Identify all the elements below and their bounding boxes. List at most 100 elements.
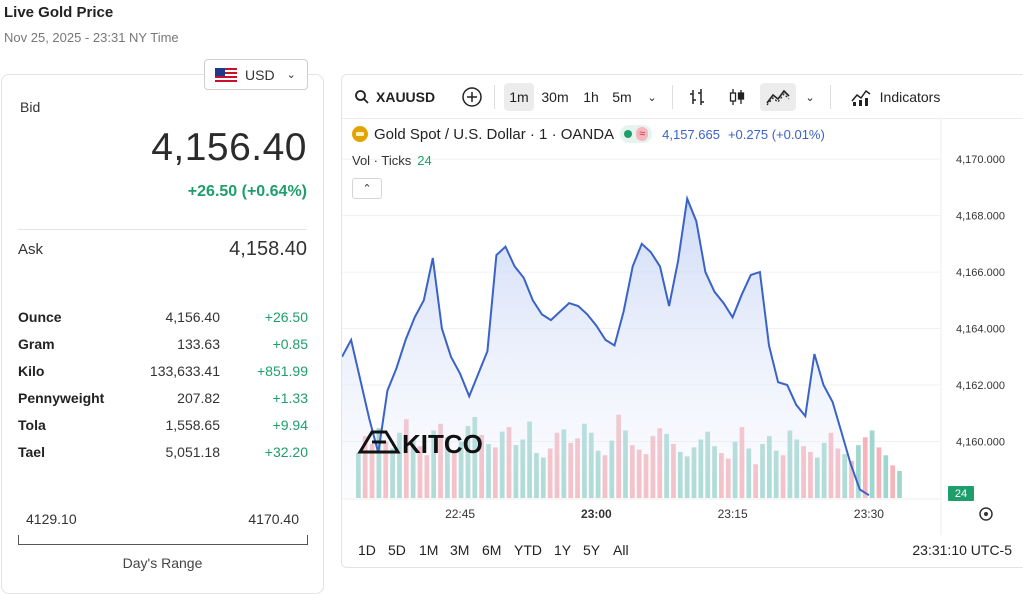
currency-select[interactable]: USD ⌄ <box>204 59 308 90</box>
range-5d[interactable]: 5D <box>388 542 406 558</box>
y-tick-label: 4,164.000 <box>956 324 1005 336</box>
unit-price: 133,633.41 <box>149 363 220 379</box>
wave-icon: ≈ <box>636 127 649 141</box>
volume-bar <box>876 447 882 498</box>
unit-name: Ounce <box>18 309 62 325</box>
day-range-label: Day's Range <box>122 555 203 571</box>
volume-bar <box>862 437 868 498</box>
table-row: Kilo 133,633.41 +851.99 <box>18 363 308 383</box>
unit-change: +9.94 <box>272 417 308 433</box>
toolbar-separator <box>672 85 673 109</box>
gold-bar-logo-icon <box>357 430 401 454</box>
bid-label: Bid <box>20 99 41 115</box>
range-3m[interactable]: 3M <box>450 542 470 558</box>
unit-price: 1,558.65 <box>165 417 221 433</box>
settings-gear-icon <box>979 507 993 521</box>
price-chart[interactable]: 4,170.000 4,168.000 4,166.000 4,164.000 4,16… <box>342 75 1023 568</box>
range-ytd[interactable]: YTD <box>514 542 542 558</box>
table-row: Tola 1,558.65 +9.94 <box>18 417 308 437</box>
y-tick-label: 4,168.000 <box>956 211 1005 223</box>
area-style-button[interactable] <box>760 83 796 111</box>
range-1m[interactable]: 1M <box>419 542 439 558</box>
interval-dropdown[interactable]: ⌄ <box>642 83 662 111</box>
range-6m[interactable]: 6M <box>482 542 502 558</box>
ask-label: Ask <box>18 241 44 258</box>
symbol-search-button[interactable]: XAUUSD <box>354 83 438 111</box>
unit-price: 207.82 <box>177 390 220 406</box>
compare-button[interactable] <box>458 83 486 111</box>
bid-price: 4,156.40 <box>151 126 307 169</box>
indicators-label: Indicators <box>879 89 941 105</box>
unit-price: 5,051.18 <box>165 444 221 460</box>
table-row: Tael 5,051.18 +32.20 <box>18 444 308 464</box>
symbol-label: XAUUSD <box>376 89 436 105</box>
candles-style-button[interactable] <box>722 83 752 111</box>
table-row: Pennyweight 207.82 +1.33 <box>18 390 308 410</box>
range-1y[interactable]: 1Y <box>554 542 572 558</box>
range-1d[interactable]: 1D <box>358 542 376 558</box>
search-icon <box>355 90 369 104</box>
status-dot-icon <box>624 130 633 138</box>
chevron-down-icon: ⌄ <box>805 91 815 104</box>
unit-change: +26.50 <box>264 309 308 325</box>
page-datetime: Nov 25, 2025 - 23:31 NY Time <box>4 30 179 45</box>
page-title: Live Gold Price <box>4 4 114 21</box>
unit-name: Tola <box>18 417 46 433</box>
indicators-icon <box>851 89 871 106</box>
bars-style-button[interactable] <box>682 83 712 111</box>
gold-bar-icon <box>352 126 368 142</box>
price-area <box>342 198 869 498</box>
volume-bar <box>890 465 895 498</box>
table-row: Ounce 4,156.40 +26.50 <box>18 309 308 329</box>
x-tick-label: 22:45 <box>445 507 475 521</box>
price-line <box>342 194 870 497</box>
kitco-watermark: KITCO <box>357 429 483 459</box>
x-tick-label: 23:15 <box>718 507 748 521</box>
interval-30m[interactable]: 30m <box>541 89 569 105</box>
day-range-high: 4170.40 <box>248 511 299 527</box>
y-tick-label: 4,170.000 <box>956 154 1005 166</box>
ask-price: 4,158.40 <box>229 238 307 260</box>
volume-bar <box>869 430 875 498</box>
unit-name: Gram <box>18 336 55 352</box>
ohlc-bars-icon <box>690 89 704 105</box>
y-tick-label: 4,162.000 <box>956 380 1005 392</box>
volume-bar <box>897 471 902 498</box>
chart-toolbar: XAUUSD 1m 30m 1h 5m ⌄ ⌄ Indicators <box>342 75 1023 119</box>
bid-change: +26.50 (+0.64%) <box>187 183 307 200</box>
chart-type-dropdown[interactable]: ⌄ <box>800 83 820 111</box>
volume-axis-value: 24 <box>955 488 967 500</box>
unit-change: +32.20 <box>264 444 308 460</box>
day-range-bar <box>18 535 308 545</box>
watermark-text: KITCO <box>402 429 483 459</box>
x-tick-label: 23:30 <box>854 507 884 521</box>
range-all[interactable]: All <box>613 542 629 558</box>
candlestick-icon <box>729 89 745 105</box>
volume-legend: Vol · Ticks 24 <box>352 153 432 168</box>
volume-bar <box>883 455 889 498</box>
unit-change: +851.99 <box>257 363 308 379</box>
table-row: Gram 133.63 +0.85 <box>18 336 308 356</box>
interval-5m[interactable]: 5m <box>612 89 632 105</box>
y-tick-label: 4,160.000 <box>956 437 1005 449</box>
divider <box>18 229 307 230</box>
interval-1m[interactable]: 1m <box>504 83 534 111</box>
unit-name: Kilo <box>18 363 45 379</box>
range-5y[interactable]: 5Y <box>583 542 601 558</box>
chart-widget: XAUUSD 1m 30m 1h 5m ⌄ ⌄ Indicators 4,170… <box>341 74 1023 568</box>
collapse-legend-button[interactable]: ⌃ <box>352 178 382 199</box>
market-status-badge: ≈ <box>620 125 653 143</box>
volume-axis-badge <box>948 486 974 501</box>
last-change: +0.275 (+0.01%) <box>727 126 825 142</box>
plus-circle-icon <box>462 87 482 107</box>
chevron-down-icon: ⌄ <box>286 69 296 81</box>
series-legend: Gold Spot / U.S. Dollar · 1 · OANDA ≈ 4,… <box>352 125 825 143</box>
unit-change: +1.33 <box>272 390 308 406</box>
y-tick-label: 4,166.000 <box>956 267 1005 279</box>
unit-name: Tael <box>18 444 45 460</box>
interval-1h[interactable]: 1h <box>583 89 599 105</box>
volume-label: Vol · Ticks <box>352 153 412 168</box>
unit-price: 133.63 <box>177 336 220 352</box>
indicators-button[interactable]: Indicators <box>842 83 948 111</box>
x-tick-label: 23:00 <box>581 507 612 521</box>
